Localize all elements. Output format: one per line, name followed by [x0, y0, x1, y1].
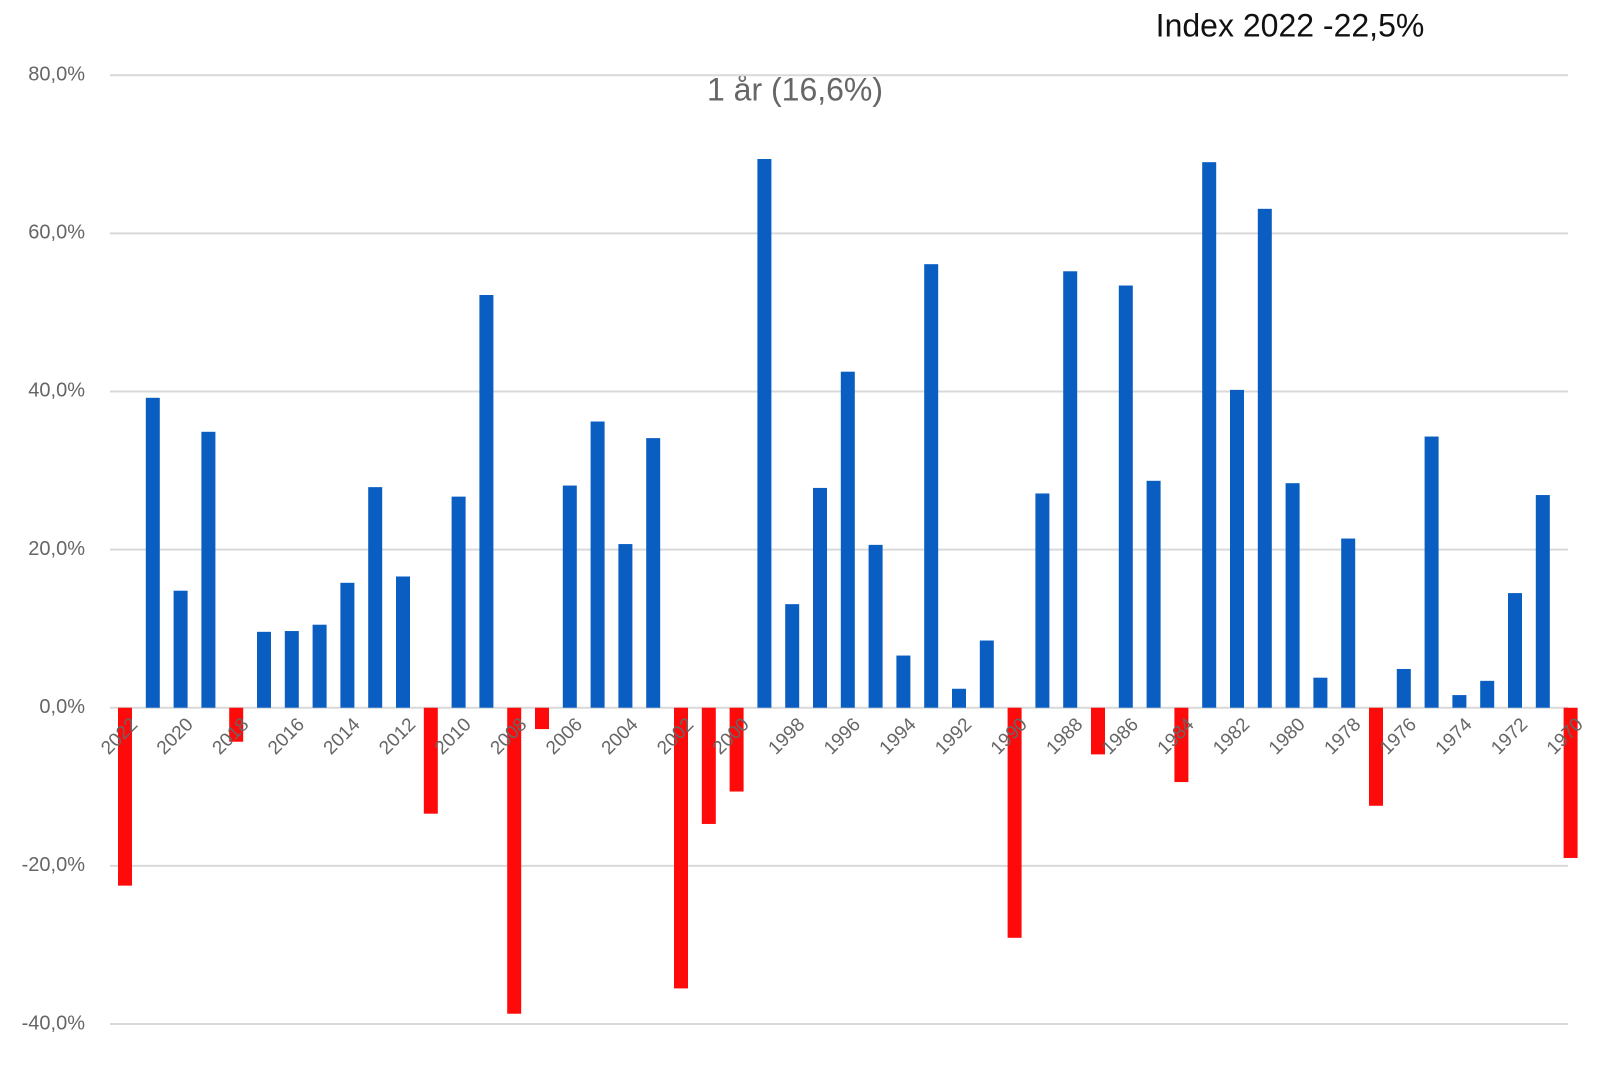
y-tick-label: 0,0% [39, 696, 85, 718]
x-tick-label: 2018 [209, 714, 254, 759]
y-tick-label: 80,0% [28, 63, 85, 85]
bar [118, 707, 132, 886]
y-tick-label: 20,0% [28, 538, 85, 560]
bar [1285, 483, 1300, 708]
bar [785, 604, 800, 708]
bar [284, 631, 299, 708]
bar [423, 707, 438, 814]
bar [368, 487, 383, 708]
x-tick-label: 1998 [765, 714, 810, 759]
x-tick-label: 2016 [264, 714, 309, 759]
bar [701, 707, 716, 824]
x-tick-label: 1980 [1265, 714, 1310, 759]
bar [1369, 707, 1383, 806]
bar [1007, 707, 1022, 938]
bar [1508, 593, 1522, 708]
bar [1535, 495, 1550, 708]
x-tick-label: 1982 [1209, 714, 1254, 759]
bar [1118, 285, 1133, 708]
bar [257, 631, 271, 708]
y-tick-label: 60,0% [28, 222, 85, 244]
bar [173, 590, 188, 708]
bar [562, 485, 577, 708]
x-tick-label: 1992 [931, 714, 976, 759]
bar [1480, 680, 1495, 708]
y-tick-label: -40,0% [22, 1012, 86, 1034]
bar [868, 544, 883, 708]
bar [590, 421, 605, 708]
bar [896, 655, 911, 708]
bar [1341, 538, 1356, 708]
x-tick-label: 1974 [1432, 714, 1477, 759]
x-tick-label: 1972 [1487, 714, 1532, 759]
bar [312, 624, 327, 708]
bar [674, 707, 688, 989]
bar [535, 707, 549, 730]
chart-title: Index 2022 -22,5% [1156, 7, 1425, 43]
x-tick-label: 1988 [1043, 714, 1088, 759]
y-tick-label: -20,0% [22, 854, 86, 876]
bar [1396, 668, 1411, 708]
bar [479, 295, 494, 708]
x-tick-label: 1978 [1321, 714, 1366, 759]
bar [1091, 707, 1105, 755]
chart-subtitle: 1 år (16,6%) [707, 71, 883, 107]
bar [1146, 480, 1161, 708]
bar [229, 707, 244, 742]
bar [813, 487, 827, 708]
bar [1424, 436, 1439, 708]
bar [979, 640, 994, 708]
bar [1230, 389, 1244, 708]
x-tick-label: 1996 [820, 714, 865, 759]
bar [1563, 707, 1578, 858]
x-tick-label: 2014 [320, 714, 365, 759]
x-tick-label: 2004 [598, 714, 643, 759]
bar [145, 397, 160, 708]
bar [729, 707, 744, 792]
bar [840, 371, 855, 708]
bar [618, 544, 633, 708]
bar [340, 582, 355, 708]
x-tick-label: 1994 [876, 714, 921, 759]
bar [1202, 162, 1217, 708]
bar [1063, 271, 1078, 708]
bar [646, 438, 661, 708]
bar [451, 496, 466, 708]
x-tick-label: 2020 [153, 714, 198, 759]
bar [757, 159, 772, 708]
bar [1035, 493, 1050, 708]
bar [507, 707, 522, 1014]
x-tick-label: 2012 [375, 714, 420, 759]
bar [201, 431, 216, 708]
bar [924, 264, 939, 708]
bar [952, 688, 966, 708]
bar [1257, 208, 1272, 708]
bar [396, 576, 410, 708]
bar [1452, 695, 1467, 708]
y-tick-label: 40,0% [28, 380, 85, 402]
bar [1313, 677, 1328, 708]
bar [1174, 707, 1189, 783]
